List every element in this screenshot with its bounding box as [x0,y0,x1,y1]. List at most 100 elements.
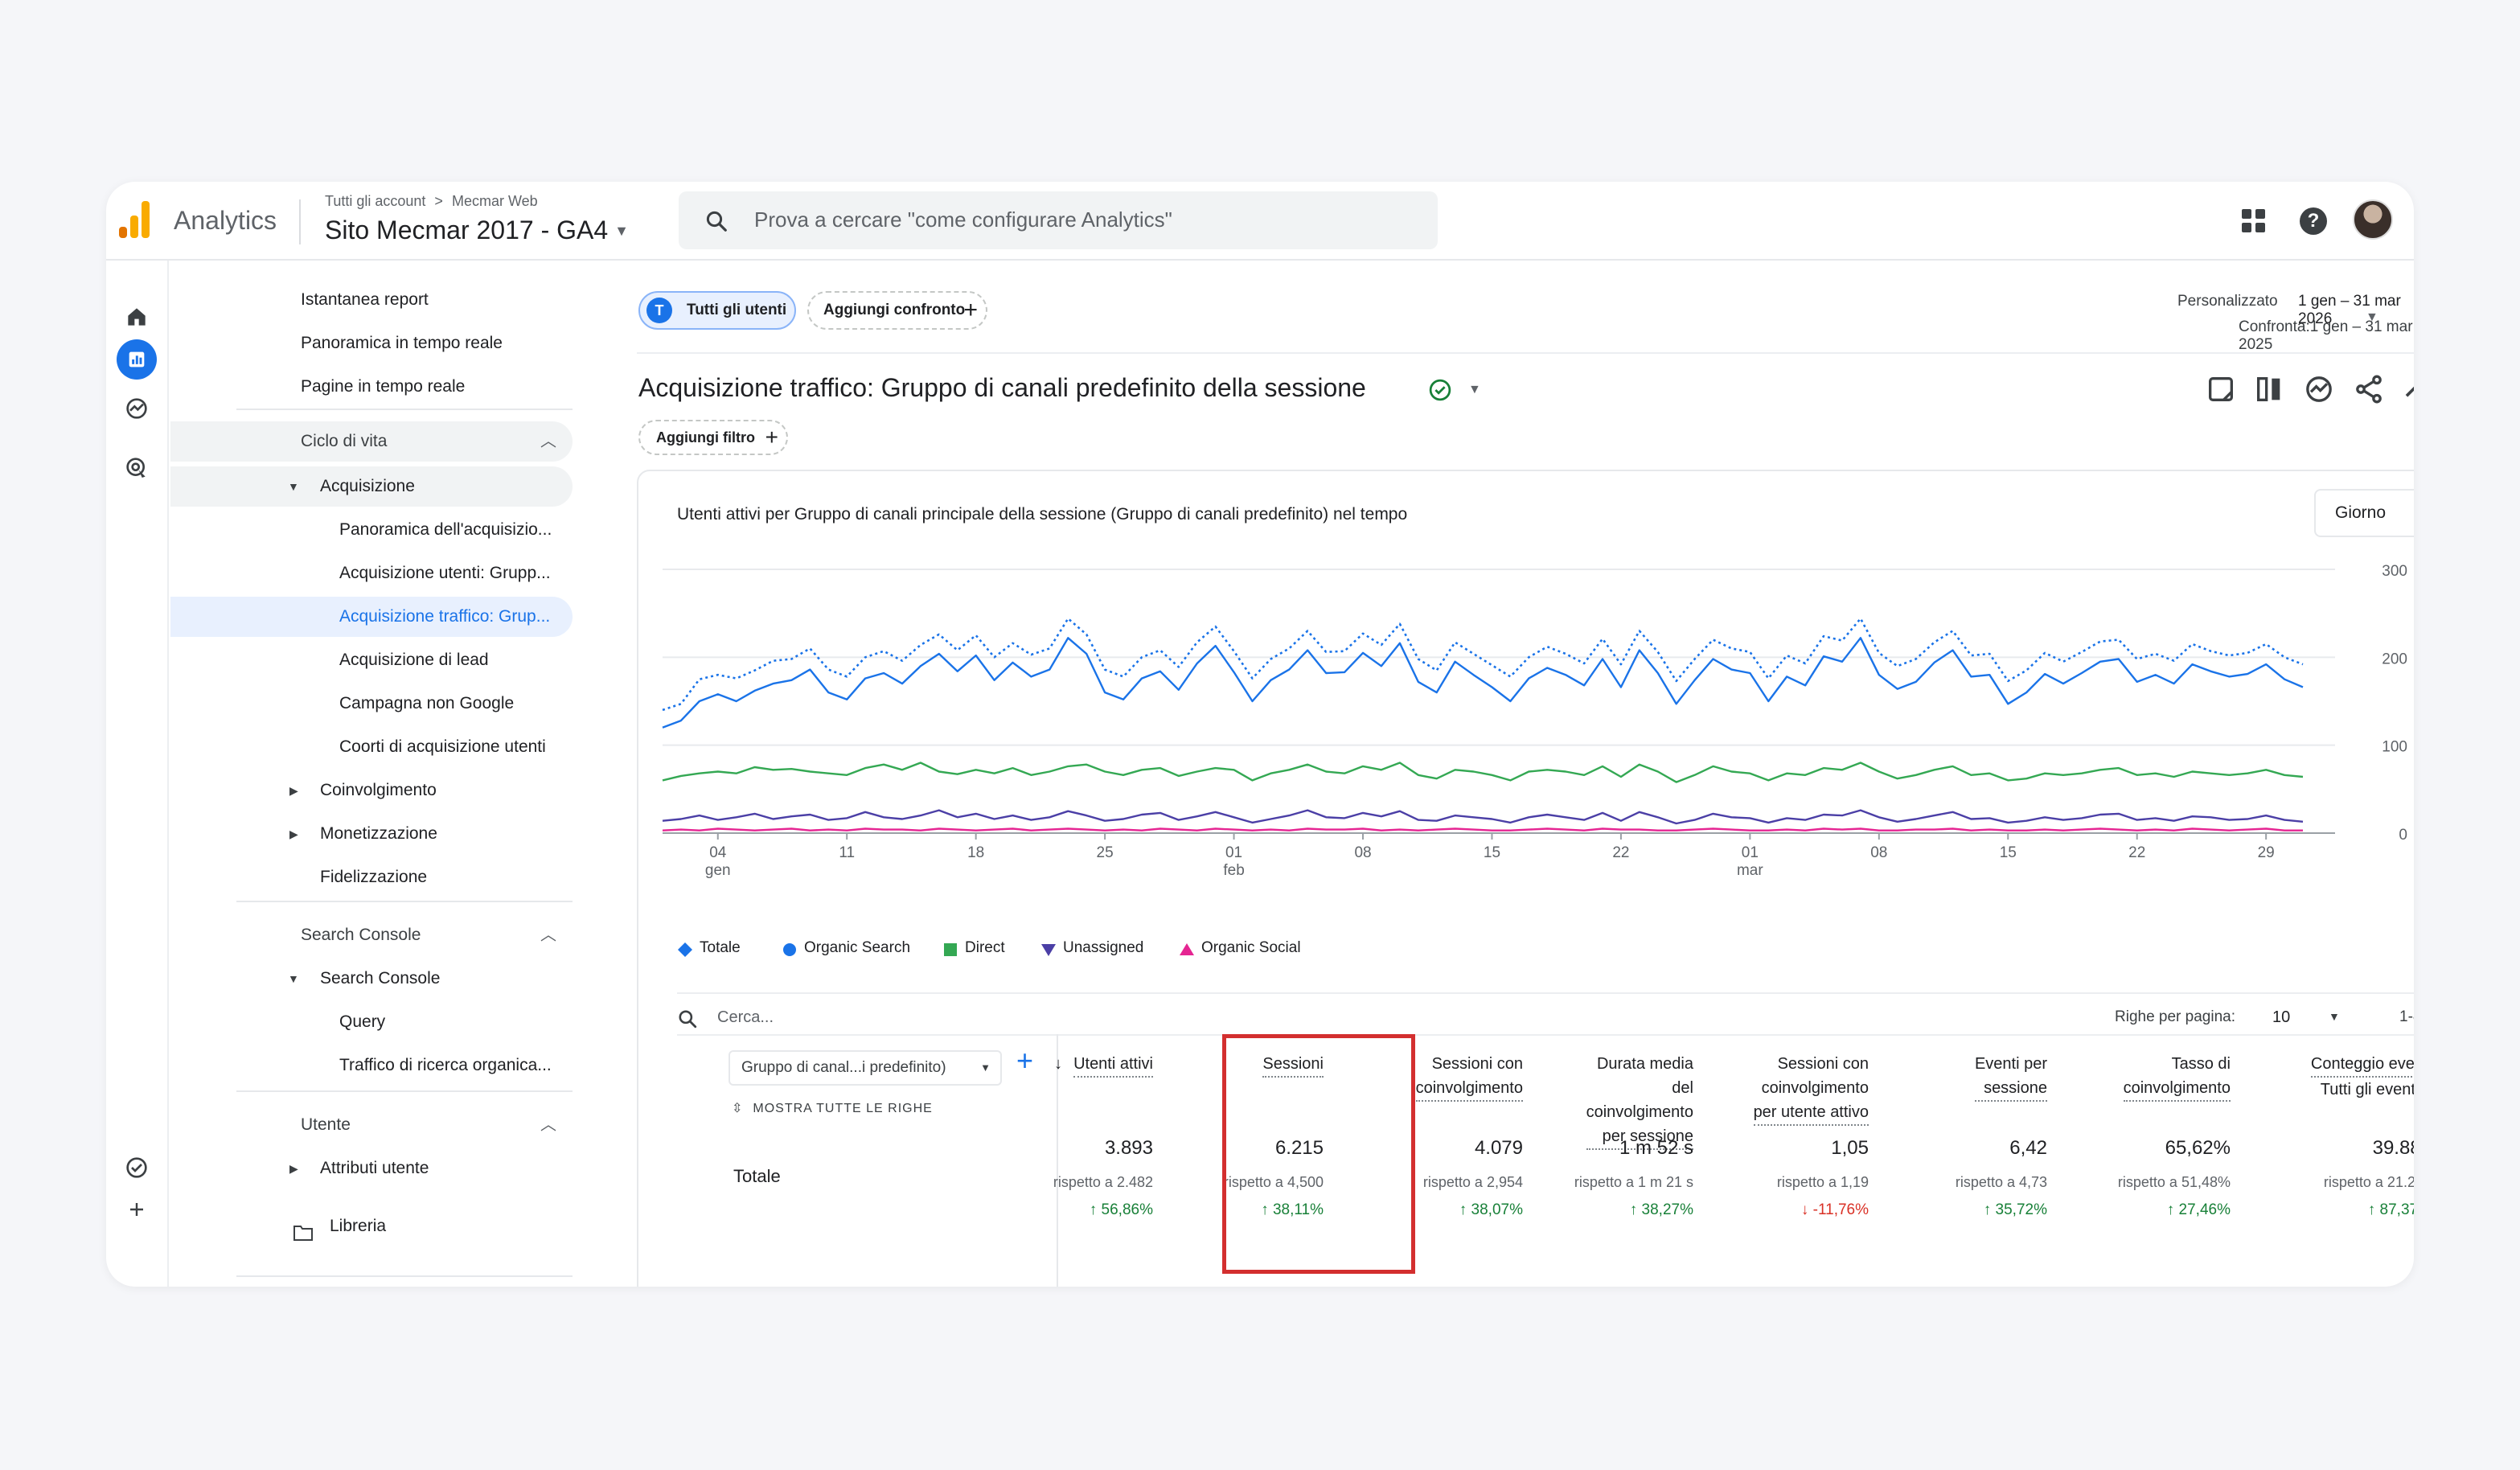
nav-item-acquisition-cohorts[interactable]: Coorti di acquisizione utenti [339,737,546,756]
breadcrumb-root[interactable]: Tutti gli account [325,193,426,209]
caret-down-icon[interactable]: ▼ [1468,383,1481,396]
arrow-up-icon: ↑ [1983,1201,1996,1218]
metric-compare-value: rispetto a 1,19 [1776,1174,1869,1190]
nav-item-queries[interactable]: Query [339,1012,386,1031]
legend-marker-icon [1040,942,1057,963]
property-selector[interactable]: Sito Mecmar 2017 - GA4 ▼ [325,216,629,245]
explore-icon[interactable] [121,392,153,425]
add-compare-label: Aggiungi confronto [823,302,966,318]
nav-item-realtime-overview[interactable]: Panoramica in tempo reale [301,334,503,352]
metric-change-percent: ↑ 87,37% [2367,1201,2414,1218]
avatar[interactable] [2353,199,2393,240]
date-range-type[interactable]: Personalizzato [2177,293,2278,310]
compare-columns-icon[interactable] [2253,373,2285,405]
x-tick-label: 15 [2000,844,2017,861]
metric-compare-value: rispetto a 4,500 [1223,1174,1324,1190]
nav-item-monetization[interactable]: ▶ Monetizzazione [170,814,573,854]
metric-column-header[interactable]: Sessioni con coinvolgimento [1314,1052,1523,1102]
check-circle-icon[interactable] [1428,378,1452,402]
arrow-up-icon: ↑ [2367,1201,2380,1218]
search-bar[interactable]: Prova a cercare "come configurare Analyt… [679,191,1438,249]
nav-section-lifecycle[interactable]: Ciclo di vita ︿ [170,421,573,462]
plus-icon[interactable] [121,1193,153,1226]
breadcrumb-separator: > [434,193,443,209]
folder-icon [293,1217,314,1257]
nav-section-search-console[interactable]: Search Console ︿ [170,915,573,955]
show-all-rows-button[interactable]: ⇳ MOSTRA TUTTE LE RIGHE [732,1100,933,1116]
date-range[interactable]: 1 gen – 31 mar 2026 [2298,293,2401,327]
granularity-select[interactable]: Giorno ▼ [2314,489,2414,537]
nav-item-lead-acquisition[interactable]: Acquisizione di lead [339,651,489,669]
caret-down-icon[interactable]: ▼ [2366,310,2378,324]
customize-report-icon[interactable] [2205,373,2237,405]
metric-compare-value: rispetto a 2.482 [1053,1174,1153,1190]
nav-item-acquisition-overview[interactable]: Panoramica dell'acquisizio... [339,520,552,539]
nav-section-user[interactable]: Utente ︿ [170,1105,573,1145]
metric-column-header[interactable]: Sessioni [1114,1052,1324,1078]
metric-change-percent: ↑ 27,46% [2166,1201,2231,1218]
nav-item-user-acquisition[interactable]: Acquisizione utenti: Grupp... [339,564,551,582]
rows-per-page-select[interactable]: 10 [2272,1008,2291,1026]
left-rail [106,261,167,1287]
metric-total-value: 39.881 [2372,1137,2414,1159]
trend-icon[interactable] [2403,373,2414,405]
metric-header-label: Conteggio eventi [2310,1052,2414,1078]
legend-label: Organic Search [804,939,911,956]
apps-grid-icon[interactable] [2242,209,2266,233]
metric-column-header[interactable]: Tasso di coinvolgimento [2021,1052,2231,1102]
x-tick-label: 01 [1225,844,1242,861]
series-line-organic-social [662,827,2303,831]
breadcrumb-account[interactable]: Mecmar Web [451,193,538,209]
home-icon[interactable] [121,301,153,333]
y-tick-label: 300 [2382,563,2407,580]
property-name: Sito Mecmar 2017 - GA4 [325,216,609,244]
analytics-logo[interactable] [119,201,151,238]
metric-column-header[interactable]: Conteggio eventi Tutti gli eventi ▾ [2222,1052,2414,1102]
series-line-unassigned [662,809,2304,825]
sort-descending-icon[interactable]: ↓ [1054,1055,1063,1073]
nav-item-traffic-acquisition[interactable]: Acquisizione traffico: Grup... [170,597,573,637]
add-compare-button[interactable]: Aggiungi confronto + [807,291,987,330]
add-filter-label: Aggiungi filtro [656,429,755,446]
add-filter-button[interactable]: Aggiungi filtro + [638,420,788,455]
nav-item-non-google-campaign[interactable]: Campagna non Google [339,694,515,712]
nav-item-realtime-pages[interactable]: Pagine in tempo reale [301,377,466,396]
metric-header-label: Sessioni con coinvolgimento [1415,1052,1523,1102]
insights-icon[interactable] [2303,373,2335,405]
unfold-icon: ⇳ [732,1102,744,1115]
arrow-up-icon: ↑ [1261,1201,1273,1218]
nav-item-organic-search-traffic[interactable]: Traffico di ricerca organica... [339,1056,552,1074]
metric-header-sub[interactable]: Tutti gli eventi ▾ [2320,1081,2414,1098]
help-icon[interactable]: ? [2300,207,2327,235]
caret-right-icon: ▶ [289,827,298,840]
add-dimension-button[interactable]: + [1016,1044,1034,1077]
nav-item-report-snapshot[interactable]: Istantanea report [301,290,429,309]
reports-icon[interactable] [117,339,157,380]
compare-range[interactable]: Confronta:1 gen – 31 mar 2025 [2239,318,2413,353]
all-users-chip[interactable]: T Tutti gli utenti [638,291,796,330]
advertising-icon[interactable] [121,452,153,484]
configure-icon[interactable] [121,1152,153,1184]
nav-item-search-console[interactable]: ▼ Search Console [170,959,573,999]
table-search-input[interactable]: Cerca... [717,1008,774,1026]
nav-item-acquisition[interactable]: ▼ Acquisizione [170,466,573,507]
nav-item-user-attributes[interactable]: ▶ Attributi utente [170,1148,573,1189]
metric-column-header[interactable]: Durata media del coinvolgimento per session… [1484,1052,1693,1150]
x-tick-month: gen [705,862,731,879]
nav-divider [236,409,573,410]
metric-column-header[interactable]: Sessioni con coinvolgimento per utente att… [1660,1052,1869,1126]
caret-down-icon[interactable]: ▼ [2329,1010,2340,1023]
breadcrumb[interactable]: Tutti gli account > Mecmar Web [325,193,538,210]
x-tick-label: 01 [1742,844,1759,861]
nav-item-retention[interactable]: Fidelizzazione [320,868,428,886]
legend-marker-icon [677,942,693,963]
nav-divider [236,901,573,902]
metric-column-header[interactable]: ↓ Utenti attivi [944,1052,1153,1078]
granularity-value: Giorno [2335,503,2387,522]
share-icon[interactable] [2353,373,2385,405]
metric-column-header[interactable]: Eventi per sessione [1838,1052,2047,1102]
nav-item-engagement[interactable]: ▶ Coinvolgimento [170,770,573,811]
dimension-select[interactable]: Gruppo di canal...i predefinito) ▼ [729,1050,1002,1086]
nav-item-library[interactable]: Libreria [170,1206,573,1246]
